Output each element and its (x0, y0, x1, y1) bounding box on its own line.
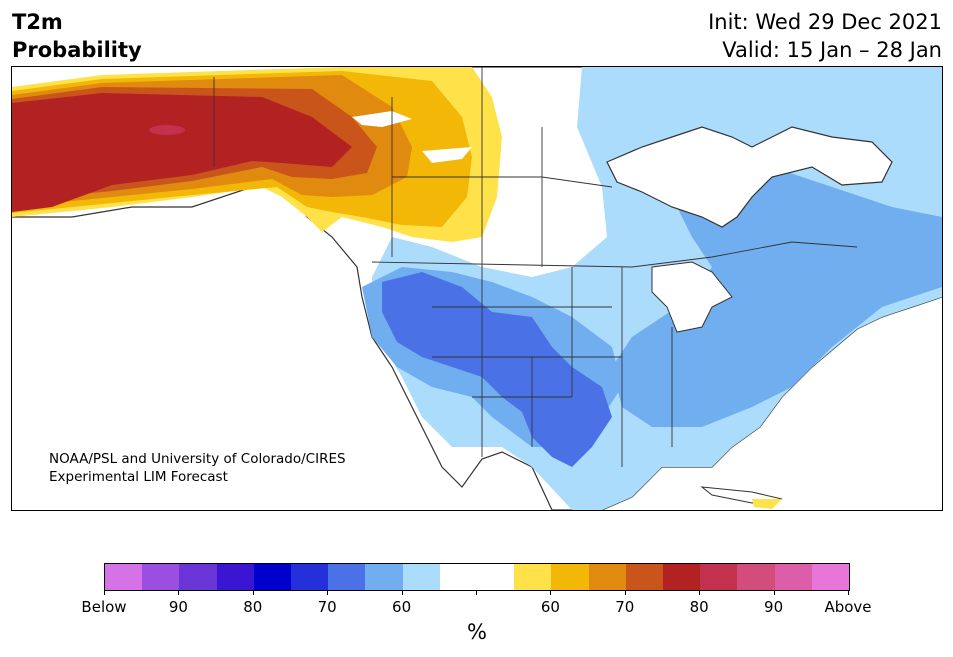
colorbar-segment (365, 564, 403, 590)
warm-core (149, 125, 185, 135)
colorbar-segment (551, 564, 589, 590)
cool-region-70 (382, 272, 612, 467)
valid-dates: Valid: 15 Jan – 28 Jan (722, 38, 942, 62)
colorbar-unit: % (467, 620, 487, 644)
colorbar-segment (216, 564, 254, 590)
colorbar-tick-label: 70 (317, 598, 337, 616)
init-date: Init: Wed 29 Dec 2021 (708, 10, 942, 34)
great-lakes (651, 261, 733, 333)
canadian-lakes (352, 111, 472, 163)
map-canvas: NOAA/PSL and University of Colorado/CIRE… (12, 67, 942, 510)
colorbar-segment (700, 564, 738, 590)
colorbar-segment (514, 564, 552, 590)
colorbar-tick (773, 590, 775, 595)
colorbar-tick-label: 80 (689, 598, 709, 616)
colorbar-tick (848, 590, 849, 595)
colorbar-tick-label: 90 (168, 598, 188, 616)
colorbar-tick (624, 590, 626, 595)
colorbar-tick-label: 60 (392, 598, 412, 616)
colorbar-tick (327, 590, 329, 595)
colorbar-segment (328, 564, 366, 590)
hudson-bay (606, 126, 893, 228)
colorbar-segment (477, 564, 515, 590)
title-line-1: T2m (12, 10, 63, 34)
colorbar-tick (252, 590, 254, 595)
colorbar-segment (625, 564, 664, 590)
colorbar-segment (737, 564, 775, 590)
colorbar-segment (811, 564, 850, 590)
colorbar-tick (476, 590, 477, 595)
political-borders (213, 67, 858, 467)
colorbar-segment (439, 564, 478, 590)
colorbar-segment (105, 564, 143, 590)
cool-region-60 (612, 167, 942, 427)
colorbar-tick (699, 590, 701, 595)
colorbar-tick (401, 590, 403, 595)
colorbar-segment (291, 564, 329, 590)
colorbar-segment (253, 564, 292, 590)
colorbar-tick-label: 60 (540, 598, 560, 616)
colorbar-tick (104, 590, 105, 595)
caribbean-warm (752, 499, 782, 509)
probability-map: NOAA/PSL and University of Colorado/CIRE… (11, 66, 943, 511)
colorbar-segment (402, 564, 440, 590)
colorbar-tick-label: 80 (243, 598, 263, 616)
colorbar-tick (550, 590, 552, 595)
colorbar-segment (588, 564, 626, 590)
colorbar-segment (142, 564, 180, 590)
forecast-dates: Init: Wed 29 Dec 2021 Valid: 15 Jan – 28… (708, 8, 942, 64)
colorbar-tick-label: 90 (764, 598, 784, 616)
colorbar-tick-label: 70 (615, 598, 635, 616)
colorbar-tick-label: Below (81, 598, 127, 616)
colorbar-tick (178, 590, 180, 595)
warm-region-90 (12, 93, 352, 212)
credit-text-2: Experimental LIM Forecast (49, 469, 228, 485)
credit-text: NOAA/PSL and University of Colorado/CIRE… (49, 451, 346, 467)
colorbar-tick-label: Above (824, 598, 872, 616)
colorbar-segment (663, 564, 701, 590)
colorbar-segment (179, 564, 217, 590)
map-title: T2m Probability (12, 8, 142, 64)
colorbar-segment (774, 564, 812, 590)
probability-colorbar (104, 563, 850, 591)
title-line-2: Probability (12, 38, 142, 62)
